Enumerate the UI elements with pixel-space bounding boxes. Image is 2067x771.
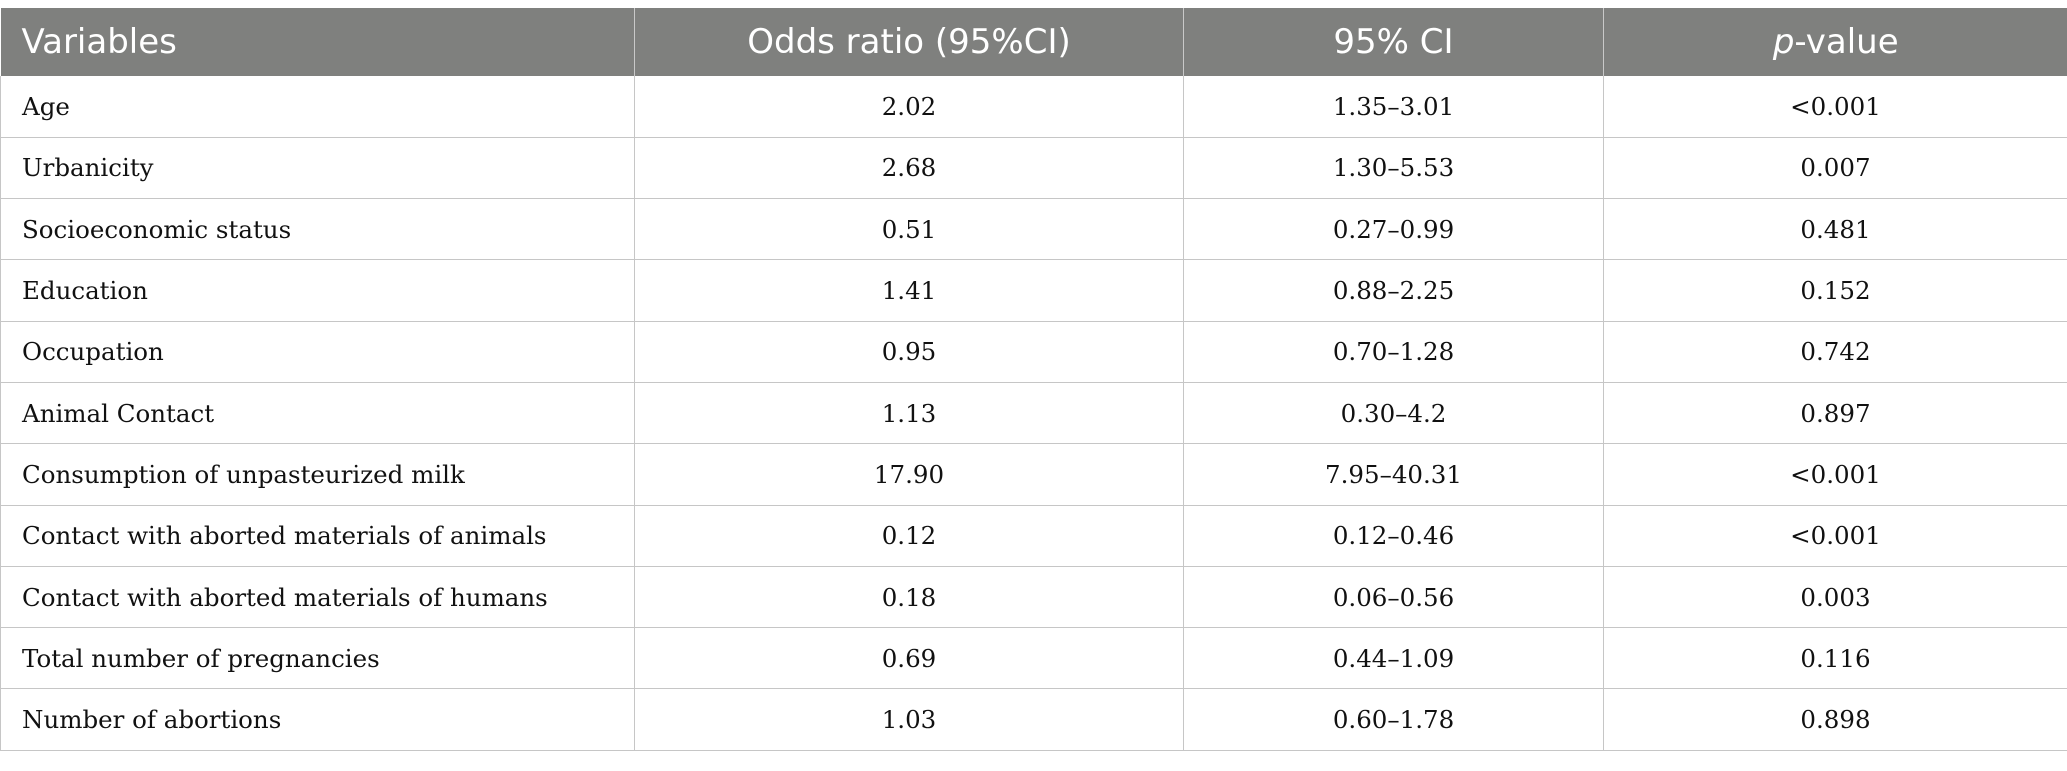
- cell-odds-ratio: 2.02: [634, 76, 1184, 138]
- cell-ci: 0.44–1.09: [1183, 627, 1604, 690]
- cell-ci: 7.95–40.31: [1183, 443, 1604, 506]
- header-p-rest: -value: [1794, 22, 1899, 62]
- cell-variable: Socioeconomic status: [0, 198, 635, 261]
- cell-p-value: 0.898: [1603, 688, 2067, 751]
- cell-variable: Occupation: [0, 320, 635, 383]
- cell-p-value: 0.481: [1603, 198, 2067, 261]
- cell-odds-ratio: 0.95: [634, 320, 1184, 383]
- cell-p-value: 0.003: [1603, 565, 2067, 629]
- cell-variable: Education: [0, 259, 635, 322]
- cell-p-value: 0.897: [1603, 381, 2067, 445]
- cell-odds-ratio: 17.90: [634, 443, 1184, 506]
- cell-odds-ratio: 0.51: [634, 198, 1184, 261]
- table-row: Number of abortions 1.03 0.60–1.78 0.898: [0, 688, 2067, 751]
- header-p-italic: p: [1772, 22, 1795, 62]
- cell-ci: 0.30–4.2: [1183, 381, 1604, 445]
- cell-odds-ratio: 0.18: [634, 565, 1184, 629]
- cell-variable: Total number of pregnancies: [0, 627, 635, 690]
- cell-odds-ratio: 2.68: [634, 136, 1184, 200]
- cell-p-value: 0.007: [1603, 136, 2067, 200]
- header-ci: 95% CI: [1183, 8, 1604, 76]
- cell-ci: 0.12–0.46: [1183, 504, 1604, 567]
- header-variables: Variables: [21, 22, 177, 62]
- header-p-value: p-value: [1603, 8, 2067, 76]
- cell-p-value: 0.152: [1603, 259, 2067, 322]
- cell-p-value: 0.742: [1603, 320, 2067, 383]
- cell-ci: 0.27–0.99: [1183, 198, 1604, 261]
- cell-ci: 0.06–0.56: [1183, 565, 1604, 629]
- cell-variable: Contact with aborted materials of humans: [0, 565, 635, 629]
- cell-odds-ratio: 1.03: [634, 688, 1184, 751]
- cell-variable: Age: [0, 76, 635, 138]
- cell-ci: 1.35–3.01: [1183, 76, 1604, 138]
- cell-odds-ratio: 0.69: [634, 627, 1184, 690]
- header-odds-ratio: Odds ratio (95%CI): [634, 8, 1184, 76]
- cell-odds-ratio: 0.12: [634, 504, 1184, 567]
- cell-ci: 1.30–5.53: [1183, 136, 1604, 200]
- cell-variable: Urbanicity: [0, 136, 635, 200]
- cell-p-value: <0.001: [1603, 76, 2067, 138]
- table-body: Age 2.02 1.35–3.01 <0.001 Urbanicity 2.6…: [0, 76, 2067, 751]
- cell-variable: Consumption of unpasteurized milk: [0, 443, 635, 506]
- table-row: Animal Contact 1.13 0.30–4.2 0.897: [0, 381, 2067, 445]
- results-table-container: Variables Odds ratio (95%CI) 95% CI p-va…: [0, 8, 2067, 751]
- cell-ci: 0.70–1.28: [1183, 320, 1604, 383]
- cell-p-value: <0.001: [1603, 504, 2067, 567]
- cell-p-value: <0.001: [1603, 443, 2067, 506]
- table-header-row: Variables Odds ratio (95%CI) 95% CI p-va…: [0, 8, 2067, 76]
- table-row: Contact with aborted materials of animal…: [0, 504, 2067, 567]
- table-row: Socioeconomic status 0.51 0.27–0.99 0.48…: [0, 198, 2067, 261]
- table-row: Consumption of unpasteurized milk 17.90 …: [0, 443, 2067, 506]
- cell-variable: Number of abortions: [0, 688, 635, 751]
- cell-ci: 0.60–1.78: [1183, 688, 1604, 751]
- odds-ratio-table: Variables Odds ratio (95%CI) 95% CI p-va…: [0, 8, 2067, 751]
- cell-odds-ratio: 1.41: [634, 259, 1184, 322]
- table-row: Occupation 0.95 0.70–1.28 0.742: [0, 320, 2067, 383]
- table-row: Total number of pregnancies 0.69 0.44–1.…: [0, 627, 2067, 690]
- cell-ci: 0.88–2.25: [1183, 259, 1604, 322]
- table-row: Contact with aborted materials of humans…: [0, 565, 2067, 629]
- cell-variable: Contact with aborted materials of animal…: [0, 504, 635, 567]
- table-row: Urbanicity 2.68 1.30–5.53 0.007: [0, 136, 2067, 200]
- cell-odds-ratio: 1.13: [634, 381, 1184, 445]
- table-row: Age 2.02 1.35–3.01 <0.001: [0, 76, 2067, 138]
- cell-variable: Animal Contact: [0, 381, 635, 445]
- cell-p-value: 0.116: [1603, 627, 2067, 690]
- table-row: Education 1.41 0.88–2.25 0.152: [0, 259, 2067, 322]
